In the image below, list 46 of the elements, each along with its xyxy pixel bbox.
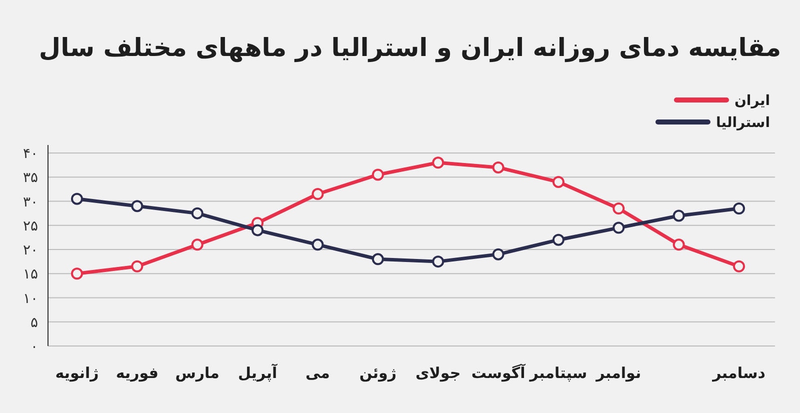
point [552, 234, 564, 246]
point [552, 176, 564, 188]
y-tick-label: ۲۰ [22, 242, 38, 258]
point [432, 256, 444, 268]
point [131, 260, 144, 272]
point [612, 202, 625, 214]
point [672, 238, 685, 251]
y-tick-label: ۳۵ [22, 170, 38, 186]
point [191, 238, 204, 251]
point [71, 268, 83, 280]
legend-label: ایران [734, 93, 770, 109]
point [131, 200, 144, 212]
point [191, 207, 204, 220]
legend-label: استرالیا [716, 115, 770, 131]
y-tick-label: ۳۰ [22, 194, 38, 210]
x-tick-label: می [305, 364, 330, 382]
point [432, 156, 444, 169]
point [312, 188, 324, 200]
x-tick-label: جولای [416, 364, 461, 382]
point [312, 238, 324, 251]
y-tick-label: ۲۵ [22, 218, 38, 234]
point [71, 192, 83, 205]
point [733, 260, 745, 272]
y-tick-label: ۰ [30, 339, 38, 355]
point [492, 248, 504, 260]
y-tick-label: ۱۵ [22, 266, 38, 283]
x-tick-label: ژانویه [55, 364, 99, 382]
x-tick-label: آپریل [238, 363, 278, 382]
point [372, 253, 384, 266]
y-tick-label: ۵ [30, 314, 38, 331]
point [733, 202, 745, 214]
point [252, 224, 264, 236]
y-tick-label: ۴۰ [22, 146, 38, 162]
point [612, 222, 625, 234]
x-tick-label: دسامبر [712, 364, 766, 382]
x-tick-label: آگوست [471, 363, 526, 382]
point [492, 161, 504, 174]
x-tick-label: سپتامبر [528, 364, 588, 382]
point [672, 210, 685, 222]
x-tick-label: فوریه [116, 364, 158, 382]
x-tick-label: مارس [175, 364, 220, 382]
chart-title: مقایسه دمای روزانه ایران و استرالیا در ماههای مختلف سال [38, 33, 782, 63]
point [372, 168, 384, 181]
x-tick-label: نوامبر [595, 364, 642, 382]
y-tick-label: ۱۰ [22, 290, 38, 307]
x-tick-label: ژوئن [359, 364, 396, 382]
